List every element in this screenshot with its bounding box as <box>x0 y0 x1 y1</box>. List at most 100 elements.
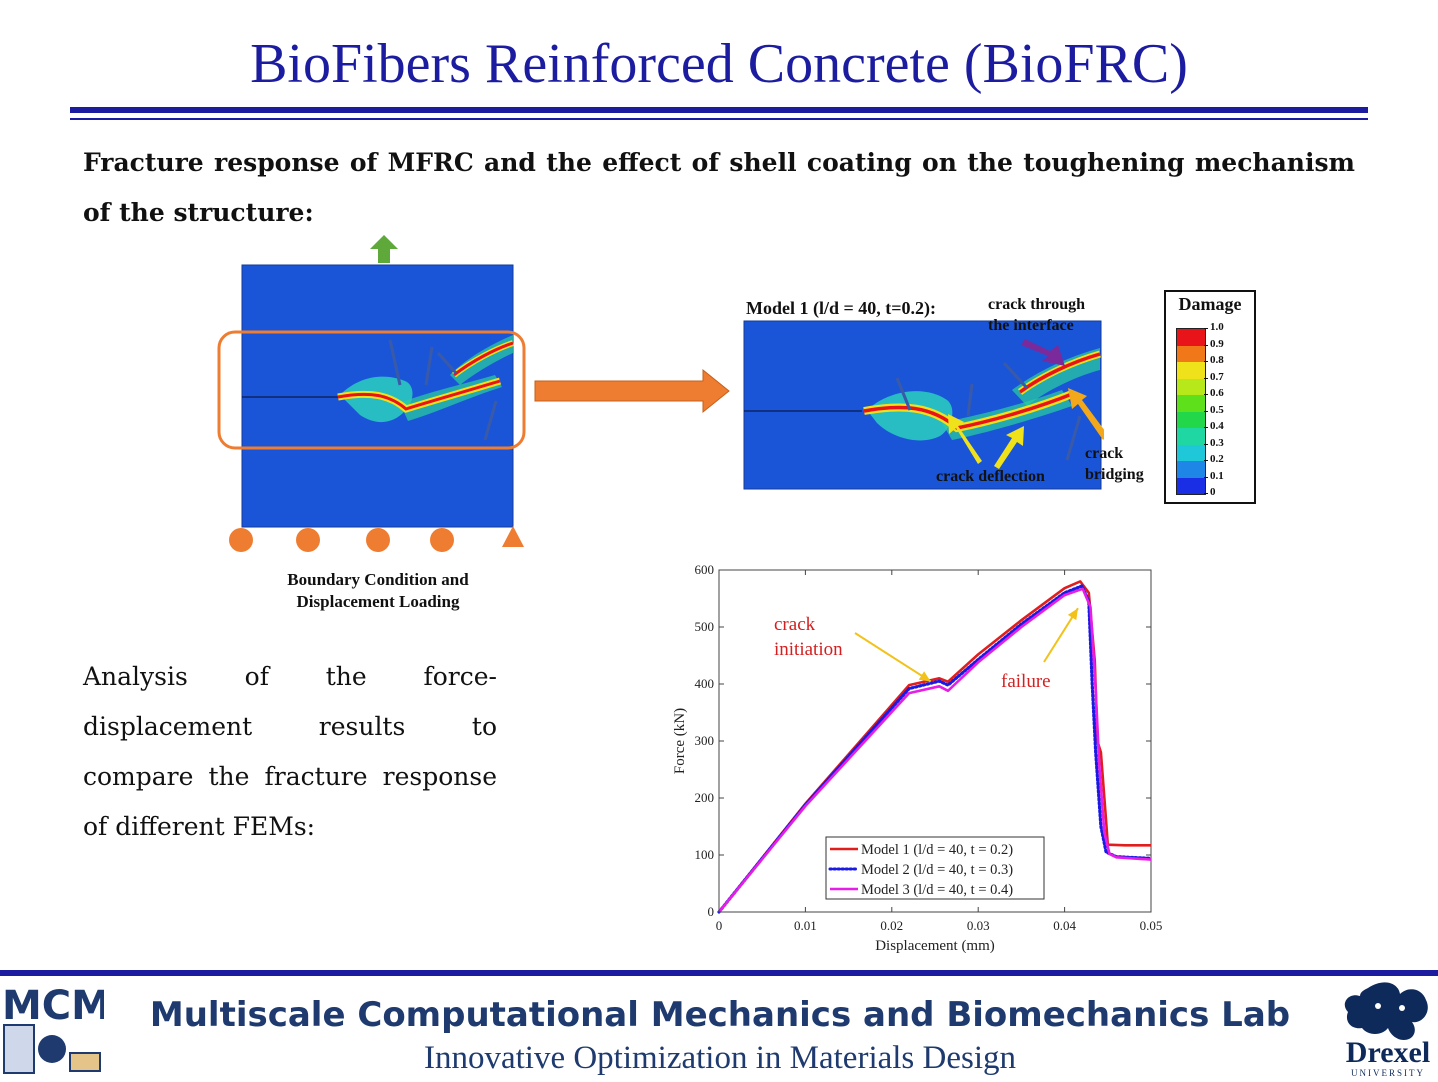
highlight-box <box>217 330 526 450</box>
title-rule-thin <box>70 118 1368 120</box>
y-tick-label: 500 <box>695 619 715 634</box>
footer-rule <box>0 970 1438 976</box>
crack-bridging-label-line2: bridging <box>1085 466 1144 483</box>
y-tick-label: 200 <box>695 790 715 805</box>
annotation-crack-initiation-line2: initiation <box>774 639 843 660</box>
colorbar-segment <box>1177 444 1205 461</box>
chart-legend <box>825 836 1045 900</box>
lab-subtitle: Innovative Optimization in Materials Des… <box>423 1040 1017 1076</box>
legend-tick-mark <box>1204 377 1208 379</box>
y-axis-label: Force (kN) <box>672 708 688 774</box>
colorbar-segment <box>1177 329 1205 346</box>
roller-support-icon <box>296 528 320 552</box>
boundary-caption: Boundary Condition and Displacement Load… <box>243 569 513 613</box>
colorbar-segment <box>1177 411 1205 428</box>
legend-tick-label: 0.1 <box>1210 469 1224 482</box>
legend-tick-label: 0.6 <box>1210 387 1224 399</box>
x-tick-label: 0 <box>716 918 723 933</box>
pin-support-icon <box>502 526 524 547</box>
legend-entry-3: Model 3 (l/d = 40, t = 0.4) <box>861 882 1013 898</box>
legend-tick-mark <box>1204 328 1208 329</box>
series-line-3 <box>717 587 1152 913</box>
damage-legend: Damage 1.0 0.9 0.8 0.7 0.6 0.5 0.4 0.3 0.2 0.1 0 <box>1164 290 1256 504</box>
annotation-failure: failure <box>1001 671 1051 692</box>
colorbar-segment <box>1177 345 1205 362</box>
boundary-caption-line1: Boundary Condition and <box>287 570 469 589</box>
legend-tick-label: 0.5 <box>1210 403 1224 416</box>
load-arrow-icon <box>370 235 398 263</box>
damage-colorbar <box>1176 328 1206 495</box>
crack-initiation-arrow-icon-head <box>918 671 931 682</box>
legend-tick-label: 0.7 <box>1210 370 1224 383</box>
roller-support-icon <box>229 528 253 552</box>
y-tick-label: 0 <box>708 904 715 919</box>
annotation-crack-initiation-line1: crack <box>774 614 816 635</box>
y-tick-label: 300 <box>695 733 715 748</box>
analysis-paragraph: Analysis of the force-displacement resul… <box>83 662 497 841</box>
damage-model-figure <box>743 320 1104 490</box>
legend-tick-mark <box>1204 361 1208 362</box>
legend-tick-label: 0.2 <box>1210 453 1224 465</box>
damage-pattern <box>337 335 514 441</box>
legend-tick-mark <box>1204 344 1208 346</box>
colorbar-segment <box>1177 477 1205 494</box>
legend-entry-1: Model 1 (l/d = 40, t = 0.2) <box>861 842 1013 858</box>
legend-tick-label: 1.0 <box>1210 321 1224 333</box>
failure-arrow-icon-head <box>1067 608 1078 621</box>
x-tick-label: 0.04 <box>1053 918 1076 933</box>
slide-title: BioFibers Reinforced Concrete (BioFRC) <box>250 33 1188 95</box>
mcmb-logo-mark: MCMB <box>2 983 104 1029</box>
y-tick-label: 600 <box>695 562 715 577</box>
x-tick-label: 0.05 <box>1140 918 1163 933</box>
transition-arrow-icon <box>534 368 730 414</box>
colorbar-segment <box>1177 461 1205 478</box>
legend-tick-mark <box>1204 394 1208 395</box>
deflection-arrow-left-icon <box>948 414 982 464</box>
crack-initiation-arrow-icon <box>854 632 932 683</box>
roller-support-icon <box>430 528 454 552</box>
mcmb-logo: MCMB <box>0 983 141 1077</box>
title-rule-thick <box>70 107 1368 113</box>
colorbar-segment <box>1177 378 1205 395</box>
legend-tick-label: 0.3 <box>1210 436 1224 449</box>
crack-through-arrow-icon <box>1021 339 1065 366</box>
intro-paragraph: Fracture response of MFRC and the effect… <box>83 148 1355 227</box>
crack-through-label-line1: crack through <box>988 296 1086 313</box>
crack-bridging-label-line1: crack <box>1085 445 1124 462</box>
force-displacement-chart: 0 0.01 0.02 0.03 0.04 0.05 0 100 200 300 400 500 600… <box>672 562 1163 954</box>
deflection-arrow-right-icon <box>994 426 1024 469</box>
damage-legend-title: Damage <box>1178 294 1242 314</box>
legend-tick-mark <box>1204 410 1208 412</box>
roller-support-icon <box>366 528 390 552</box>
mcmb-logo-icon: MCMB <box>0 983 141 1077</box>
x-tick-label: 0.01 <box>794 918 817 933</box>
lab-name: Multiscale Computational Mechanics and B… <box>149 995 1291 1035</box>
legend-tick-label: 0.8 <box>1210 354 1224 366</box>
crack-through-label-line2: the interface <box>988 317 1074 334</box>
bridging-arrow-icon <box>1068 388 1104 440</box>
legend-tick-label: 0.4 <box>1210 420 1224 432</box>
legend-entry-2: Model 2 (l/d = 40, t = 0.3) <box>861 862 1013 878</box>
legend-tick-mark <box>1204 493 1208 494</box>
colorbar-segment <box>1177 428 1205 445</box>
drexel-logo: Drexel UNIVERSITY <box>1338 978 1438 1078</box>
legend-tick-mark <box>1204 427 1208 428</box>
legend-tick-mark <box>1204 476 1208 478</box>
x-tick-label: 0.02 <box>880 918 903 933</box>
x-tick-label: 0.03 <box>967 918 990 933</box>
series-line-2 <box>717 584 1153 914</box>
model-label: Model 1 (l/d = 40, t=0.2): <box>746 298 936 318</box>
crack-deflection-label: crack deflection <box>936 468 1045 485</box>
y-tick-label: 100 <box>695 847 715 862</box>
colorbar-segment <box>1177 395 1205 412</box>
legend-tick-mark <box>1204 443 1208 445</box>
drexel-wordmark: Drexel <box>1345 1036 1431 1069</box>
specimen-figure <box>217 235 526 552</box>
boundary-caption-line2: Displacement Loading <box>296 592 460 611</box>
colorbar-segment <box>1177 362 1205 379</box>
y-tick-label: 400 <box>695 676 715 691</box>
legend-tick-label: 0.9 <box>1210 337 1224 350</box>
dragon-icon <box>1344 982 1428 1040</box>
x-axis-label: Displacement (mm) <box>875 938 995 954</box>
drexel-university: UNIVERSITY <box>1351 1068 1425 1078</box>
